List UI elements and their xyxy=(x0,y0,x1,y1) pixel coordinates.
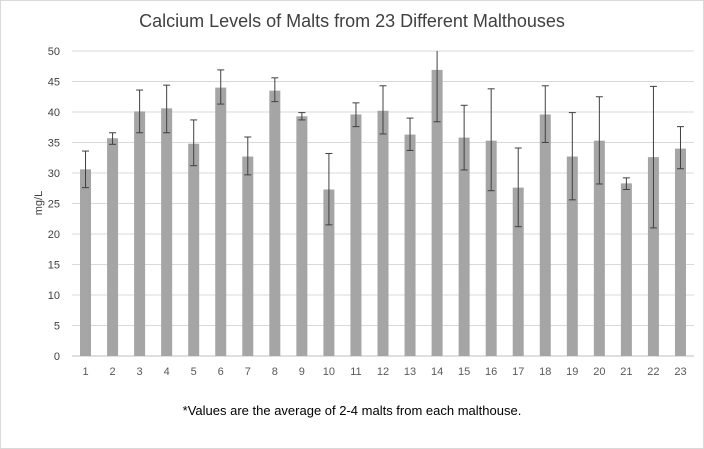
y-tick-label: 10 xyxy=(48,290,60,302)
x-tick-label: 21 xyxy=(620,366,632,378)
bar xyxy=(242,156,254,356)
bar xyxy=(269,90,281,357)
y-tick-label: 0 xyxy=(54,351,60,363)
bar xyxy=(458,137,470,356)
y-axis-label: mg/L xyxy=(33,191,45,215)
x-tick-label: 19 xyxy=(566,366,578,378)
x-tick-label: 14 xyxy=(431,366,443,378)
y-tick-label: 45 xyxy=(48,77,60,89)
bar xyxy=(404,134,416,356)
x-tick-label: 16 xyxy=(485,366,497,378)
x-tick-label: 10 xyxy=(323,366,335,378)
y-tick-label: 25 xyxy=(48,199,60,211)
x-axis-ticks: 1 2 3 4 5 6 7 8 9 10 11 12 13 14 15 16 17 18 19 20 21 22 23 xyxy=(82,366,686,378)
bar xyxy=(107,138,119,356)
y-tick-label: 35 xyxy=(48,138,60,150)
x-tick-label: 3 xyxy=(137,366,143,378)
x-tick-label: 23 xyxy=(674,366,686,378)
x-tick-label: 12 xyxy=(377,366,389,378)
bar xyxy=(647,157,659,356)
y-tick-label: 50 xyxy=(48,46,60,58)
x-tick-label: 9 xyxy=(299,366,305,378)
x-tick-label: 22 xyxy=(647,366,659,378)
bar xyxy=(674,148,686,356)
bar xyxy=(377,110,389,356)
bars xyxy=(80,69,686,357)
bar xyxy=(134,111,146,356)
chart-title: Calcium Levels of Malts from 23 Differen… xyxy=(139,11,565,31)
bar xyxy=(593,140,605,356)
x-tick-label: 2 xyxy=(110,366,116,378)
x-tick-label: 11 xyxy=(350,366,361,378)
x-tick-label: 1 xyxy=(82,366,88,378)
bar xyxy=(539,114,551,356)
bar xyxy=(566,156,578,356)
bar xyxy=(431,69,443,356)
x-tick-label: 5 xyxy=(191,366,197,378)
bar xyxy=(188,143,200,356)
footnote: *Values are the average of 2-4 malts fro… xyxy=(182,403,522,418)
x-tick-label: 17 xyxy=(512,366,524,378)
x-tick-label: 15 xyxy=(458,366,470,378)
bar xyxy=(296,116,308,357)
y-tick-label: 40 xyxy=(48,107,60,119)
x-tick-label: 6 xyxy=(218,366,224,378)
y-tick-label: 20 xyxy=(48,229,60,241)
bar xyxy=(620,183,632,356)
x-tick-label: 20 xyxy=(593,366,605,378)
y-tick-label: 30 xyxy=(48,168,60,180)
bar xyxy=(350,114,362,356)
bar xyxy=(485,140,497,356)
bar xyxy=(215,87,227,356)
y-axis-ticks: 0 5 10 15 20 25 30 35 40 45 50 xyxy=(48,46,60,363)
y-tick-label: 15 xyxy=(48,260,60,272)
x-tick-label: 13 xyxy=(404,366,416,378)
x-tick-label: 8 xyxy=(272,366,278,378)
x-tick-label: 7 xyxy=(245,366,251,378)
x-tick-label: 18 xyxy=(539,366,551,378)
bar xyxy=(161,108,173,356)
bar xyxy=(323,189,335,356)
bar xyxy=(512,187,524,356)
error-bars xyxy=(82,51,684,229)
bar xyxy=(80,169,92,356)
y-tick-label: 5 xyxy=(54,321,60,333)
x-tick-label: 4 xyxy=(164,366,170,378)
